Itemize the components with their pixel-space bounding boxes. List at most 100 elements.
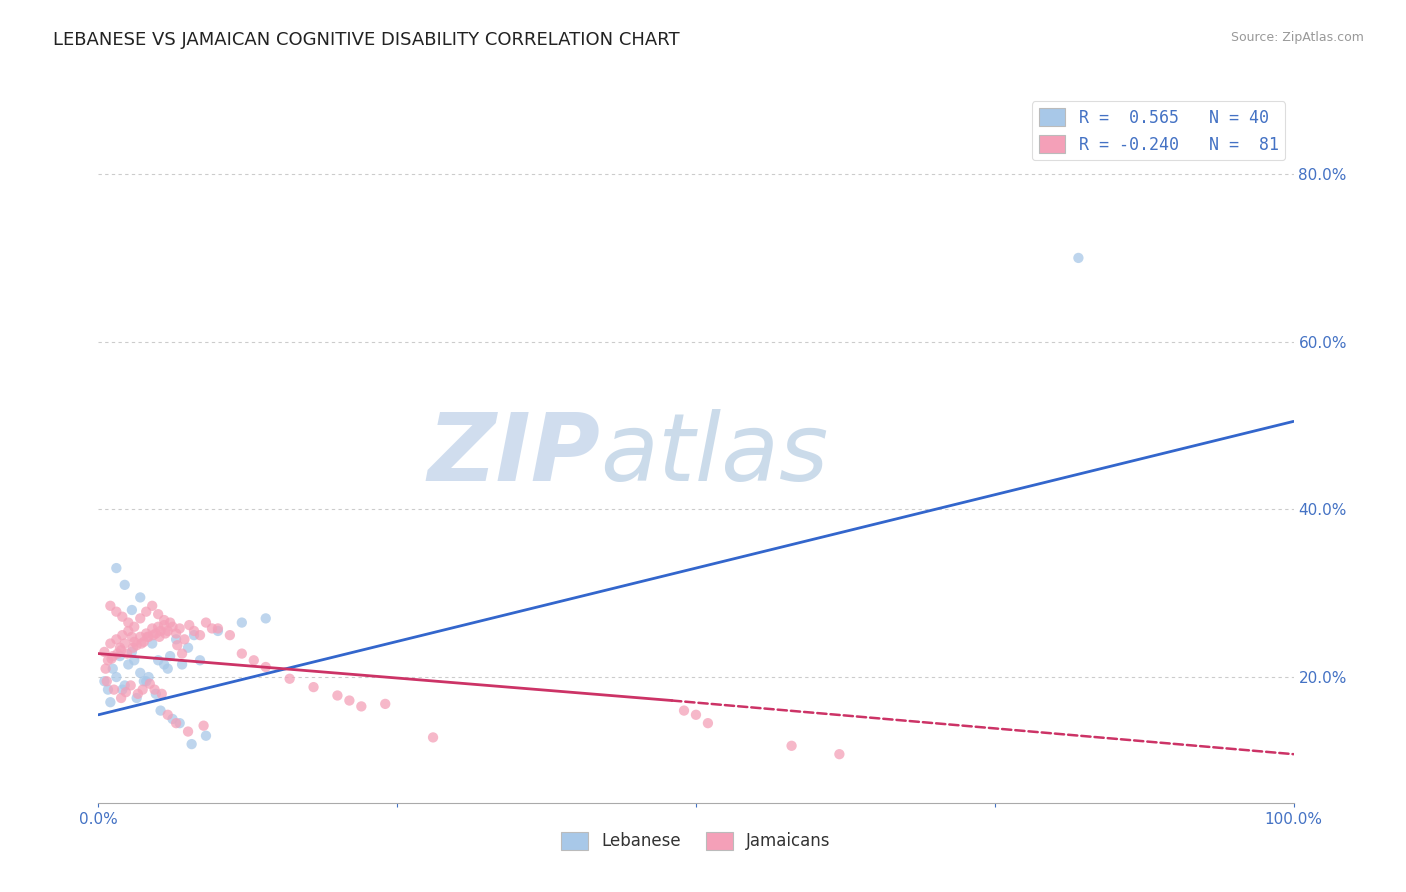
- Point: [1067, 251, 1090, 265]
- Point: [153, 618, 176, 632]
- Text: LEBANESE VS JAMAICAN COGNITIVE DISABILITY CORRELATION CHART: LEBANESE VS JAMAICAN COGNITIVE DISABILIT…: [53, 31, 681, 49]
- Point: [96, 674, 118, 689]
- Point: [141, 636, 163, 650]
- Point: [172, 647, 194, 661]
- Point: [148, 620, 170, 634]
- Point: [97, 653, 120, 667]
- Point: [195, 615, 218, 630]
- Point: [141, 622, 163, 636]
- Point: [124, 635, 146, 649]
- Point: [100, 651, 122, 665]
- Point: [136, 630, 159, 644]
- Point: [828, 747, 851, 761]
- Point: [108, 649, 131, 664]
- Point: [105, 605, 128, 619]
- Point: [138, 670, 160, 684]
- Point: [697, 716, 720, 731]
- Point: [219, 628, 242, 642]
- Point: [207, 622, 229, 636]
- Text: ZIP: ZIP: [427, 409, 600, 501]
- Point: [153, 613, 176, 627]
- Point: [103, 682, 125, 697]
- Point: [114, 678, 136, 692]
- Point: [177, 640, 200, 655]
- Point: [422, 731, 444, 745]
- Point: [350, 699, 373, 714]
- Point: [98, 636, 122, 650]
- Point: [101, 662, 124, 676]
- Point: [98, 695, 122, 709]
- Point: [673, 704, 696, 718]
- Point: [111, 628, 134, 642]
- Point: [156, 707, 179, 722]
- Point: [780, 739, 803, 753]
- Point: [135, 626, 157, 640]
- Point: [132, 635, 155, 649]
- Point: [127, 687, 149, 701]
- Point: [129, 591, 152, 605]
- Point: [125, 638, 148, 652]
- Point: [115, 685, 138, 699]
- Point: [180, 737, 202, 751]
- Point: [117, 624, 139, 638]
- Text: atlas: atlas: [600, 409, 828, 500]
- Point: [105, 561, 128, 575]
- Point: [129, 665, 152, 680]
- Point: [101, 649, 124, 664]
- Point: [97, 682, 120, 697]
- Point: [122, 640, 145, 655]
- Point: [135, 674, 157, 689]
- Point: [138, 630, 160, 644]
- Point: [131, 682, 153, 697]
- Point: [145, 626, 167, 640]
- Point: [179, 618, 201, 632]
- Point: [111, 609, 134, 624]
- Point: [165, 632, 187, 647]
- Point: [114, 578, 136, 592]
- Point: [173, 632, 195, 647]
- Point: [201, 622, 224, 636]
- Point: [254, 660, 277, 674]
- Point: [129, 630, 152, 644]
- Point: [177, 724, 200, 739]
- Point: [93, 674, 115, 689]
- Point: [114, 636, 136, 650]
- Point: [685, 707, 707, 722]
- Point: [155, 626, 177, 640]
- Point: [166, 638, 188, 652]
- Point: [148, 607, 170, 622]
- Point: [195, 729, 218, 743]
- Point: [149, 704, 172, 718]
- Point: [145, 687, 167, 701]
- Point: [125, 691, 148, 706]
- Point: [121, 630, 143, 644]
- Point: [243, 653, 266, 667]
- Point: [121, 645, 143, 659]
- Point: [172, 657, 194, 672]
- Point: [231, 615, 253, 630]
- Point: [142, 628, 165, 642]
- Point: [153, 657, 176, 672]
- Point: [188, 628, 211, 642]
- Point: [111, 682, 134, 697]
- Legend: Lebanese, Jamaicans: Lebanese, Jamaicans: [555, 825, 837, 857]
- Point: [117, 657, 139, 672]
- Point: [302, 680, 325, 694]
- Point: [326, 689, 349, 703]
- Text: Source: ZipAtlas.com: Source: ZipAtlas.com: [1230, 31, 1364, 45]
- Point: [149, 624, 172, 638]
- Point: [162, 712, 184, 726]
- Point: [110, 691, 132, 706]
- Point: [183, 628, 205, 642]
- Point: [193, 719, 215, 733]
- Point: [159, 615, 181, 630]
- Point: [108, 640, 131, 655]
- Point: [150, 687, 173, 701]
- Point: [124, 653, 146, 667]
- Point: [117, 615, 139, 630]
- Point: [165, 626, 187, 640]
- Point: [207, 624, 229, 638]
- Point: [141, 599, 163, 613]
- Point: [231, 647, 253, 661]
- Point: [135, 605, 157, 619]
